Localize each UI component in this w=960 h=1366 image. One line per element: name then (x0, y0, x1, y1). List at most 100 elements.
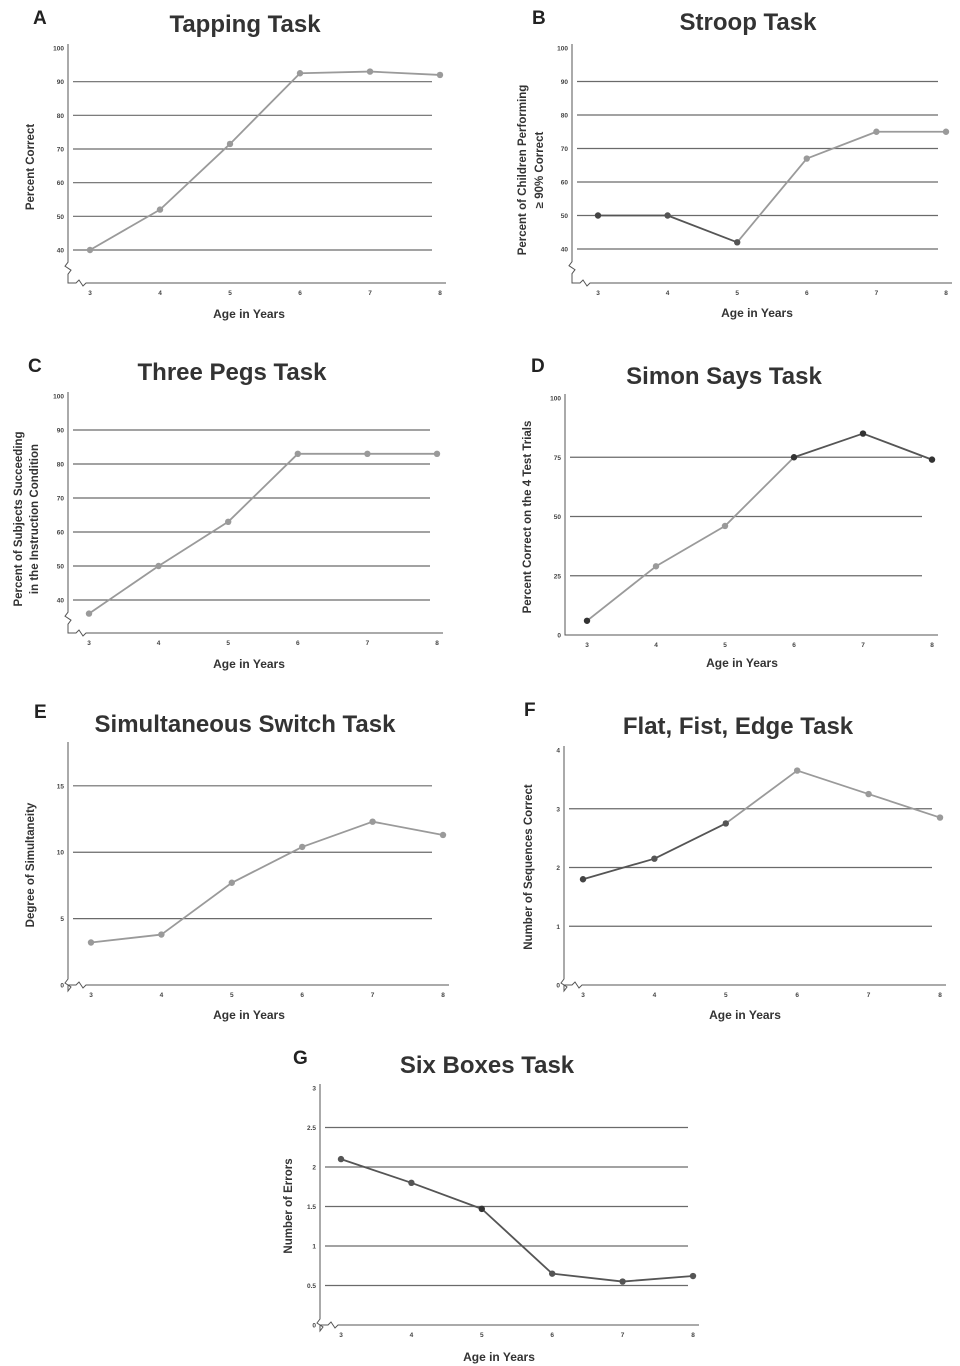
x-tick-label: 8 (938, 992, 942, 999)
data-point (86, 246, 94, 254)
chart-plot: 0 0.5 1 1.5 2 2.5 3 3 4 5 6 7 8 (307, 1084, 699, 1339)
x-tick-label: 8 (691, 1332, 695, 1339)
data-point (366, 68, 374, 75)
y-tick-label: 70 (561, 146, 569, 153)
y-tick-label: 60 (57, 530, 65, 537)
y-tick-label: 50 (554, 514, 562, 521)
chart-plot: 40 50 60 70 80 90 100 3 4 5 6 7 8 (53, 392, 443, 647)
y-tick-label: 80 (57, 462, 65, 469)
y-tick-label: 60 (561, 180, 569, 187)
series-segment (667, 214, 738, 244)
series-segment (158, 521, 229, 567)
series-segment (622, 1275, 694, 1283)
y-tick-label: 5 (60, 916, 64, 923)
data-point (936, 814, 944, 821)
x-tick-label: 6 (795, 992, 799, 999)
data-point (158, 931, 165, 938)
chart-title: Six Boxes Task (400, 1052, 575, 1079)
series-segment (90, 933, 162, 944)
x-tick-label: 5 (735, 290, 739, 297)
x-tick-label: 5 (228, 290, 232, 297)
x-tick-label: 3 (87, 640, 91, 647)
y-tick-label: 80 (561, 113, 569, 120)
axis-lines (316, 1084, 699, 1333)
series-segment (89, 208, 161, 251)
data-point (859, 430, 867, 437)
y-tick-label: 40 (57, 248, 65, 255)
x-tick-label: 4 (653, 992, 657, 999)
x-tick-label: 4 (158, 290, 162, 297)
y-tick-label: 0.5 (307, 1283, 316, 1290)
x-tick-label: 7 (861, 642, 865, 649)
data-point (722, 820, 729, 827)
y-tick-label: 1 (556, 924, 560, 931)
x-tick-label: 6 (296, 640, 300, 647)
panel-letter: E (34, 702, 47, 723)
series-segment (862, 432, 933, 461)
y-tick-label: 1.5 (307, 1204, 316, 1211)
x-tick-label: 8 (944, 290, 948, 297)
data-point (873, 128, 880, 135)
panel-a: A Tapping Task 40 50 60 70 80 90 100 3 4 5 6 7 8 Per… (25, 8, 446, 321)
data-point (689, 1272, 697, 1280)
series-segment (299, 70, 371, 75)
y-tick-label: 100 (53, 394, 64, 401)
data-point (734, 239, 741, 246)
x-axis-label: Age in Years (213, 307, 285, 321)
data-point (156, 206, 164, 213)
data-point (155, 562, 162, 570)
series-segment (582, 857, 655, 881)
chart-title: Tapping Task (169, 11, 321, 38)
x-tick-label: 4 (410, 1332, 414, 1339)
y-tick-label: 1 (312, 1244, 316, 1251)
axis-lines (64, 392, 443, 637)
series-segment (411, 1181, 483, 1210)
y-tick-label: 25 (554, 573, 562, 580)
y-axis-label-line-2: in the Instruction Condition (29, 444, 41, 594)
y-tick-label: 15 (57, 783, 65, 790)
y-tick-label: 50 (57, 214, 65, 221)
x-axis-label: Age in Years (213, 1008, 285, 1022)
x-tick-label: 4 (654, 642, 658, 649)
series-segment (229, 72, 301, 145)
y-tick-label: 75 (554, 455, 562, 462)
y-tick-label: 100 (557, 46, 568, 53)
data-point (794, 767, 801, 774)
series-segment (655, 525, 726, 568)
series-segment (160, 882, 233, 936)
x-tick-label: 8 (930, 642, 934, 649)
x-tick-label: 7 (621, 1332, 625, 1339)
x-tick-label: 8 (438, 290, 442, 297)
data-point (652, 563, 660, 570)
series-segment (796, 769, 869, 795)
x-tick-label: 7 (368, 290, 372, 297)
series-segment (159, 143, 231, 211)
data-point (942, 128, 950, 135)
y-tick-label: 2 (312, 1165, 316, 1172)
data-point (436, 71, 444, 79)
y-axis-label: Percent Correct on the 4 Test Trials (522, 421, 534, 614)
x-tick-label: 5 (230, 992, 234, 999)
x-tick-label: 6 (300, 992, 304, 999)
panel-f: F Flat, Fist, Edge Task 0 1 2 3 4 3 4 5 6 7 8 Numb… (523, 700, 946, 1022)
x-tick-label: 6 (805, 290, 809, 297)
chart-title: Simon Says Task (626, 363, 822, 390)
y-axis-label: Percent Correct (25, 124, 37, 210)
x-tick-label: 4 (666, 290, 670, 297)
y-tick-label: 100 (550, 396, 561, 403)
y-tick-label: 90 (57, 79, 65, 86)
data-point (296, 70, 304, 77)
series-segment (868, 793, 941, 819)
data-point (369, 818, 376, 825)
y-tick-label: 100 (53, 46, 64, 53)
panel-b: B Stroop Task 40 50 60 70 80 90 100 3 4 5 6 7 8 Perc… (517, 8, 952, 320)
y-tick-label: 50 (57, 564, 65, 571)
x-tick-label: 3 (89, 992, 93, 999)
y-tick-label: 3 (556, 806, 560, 813)
panel-g: G Six Boxes Task 0 0.5 1 1.5 2 2.5 3 3 4 5 6 7 8 Num… (283, 1048, 699, 1364)
x-tick-label: 3 (585, 642, 589, 649)
x-tick-label: 5 (724, 992, 728, 999)
y-tick-label: 50 (561, 213, 569, 220)
